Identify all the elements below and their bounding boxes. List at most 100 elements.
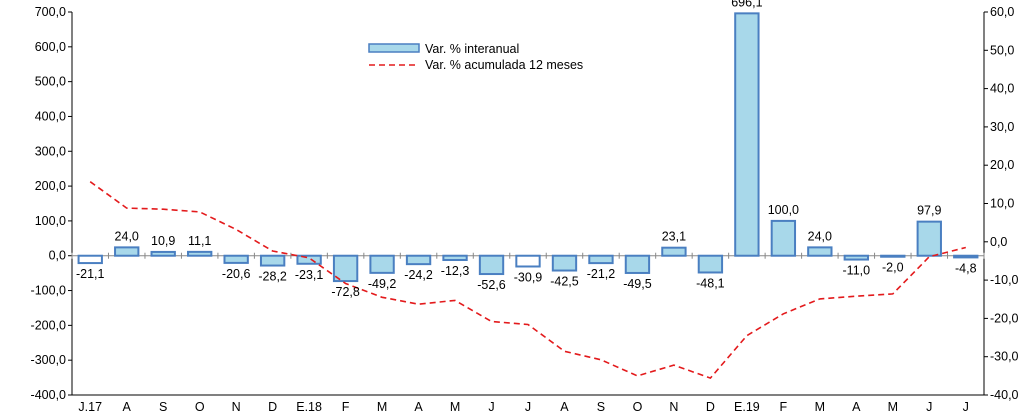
bar-value-label: 23,1: [662, 230, 686, 244]
bar-value-label: -2,0: [882, 260, 904, 274]
x-axis-tick-label: J: [963, 400, 969, 414]
left-axis-tick-label: -400,0: [31, 388, 66, 402]
right-axis-tick-label: -20,0: [990, 311, 1019, 325]
x-axis-tick-label: F: [780, 400, 788, 414]
left-axis-tick-label: 0,0: [49, 249, 66, 263]
bar-value-label: -42,5: [550, 275, 579, 289]
bar: [916, 220, 942, 257]
x-axis-tick-label: J: [926, 400, 932, 414]
bar: [296, 254, 322, 265]
legend: Var. % interanual Var. % acumulada 12 me…: [368, 42, 583, 72]
bar: [953, 254, 979, 259]
bar-value-label: 24,0: [808, 229, 832, 243]
bar: [734, 12, 760, 257]
bar: [697, 254, 724, 274]
x-axis-tick-label: E.19: [734, 400, 760, 414]
left-axis-tick-label: -100,0: [31, 284, 66, 298]
legend-bar-swatch: [368, 43, 420, 53]
x-axis-tick-label: J: [525, 400, 531, 414]
right-axis-tick-label: 40,0: [990, 82, 1014, 96]
right-axis-tick-label: 60,0: [990, 5, 1014, 19]
x-axis-tick-label: A: [852, 400, 861, 414]
left-axis-tick-label: 200,0: [35, 179, 66, 193]
right-axis-tick-label: -10,0: [990, 273, 1019, 287]
x-axis-tick-label: O: [633, 400, 643, 414]
left-axis-tick-label: 100,0: [35, 214, 66, 228]
bar: [551, 254, 578, 272]
bar: [369, 254, 395, 274]
x-axis-tick-label: M: [377, 400, 387, 414]
legend-line-label: Var. % acumulada 12 meses: [425, 58, 583, 72]
x-axis-tick-label: F: [342, 400, 350, 414]
left-axis-tick-label: 300,0: [35, 144, 66, 158]
bar: [515, 254, 541, 268]
x-axis-tick-label: N: [232, 400, 241, 414]
left-axis-tick-label: -200,0: [31, 318, 66, 332]
bar: [259, 254, 286, 267]
bar-value-label: -48,1: [696, 276, 725, 290]
left-axis-tick-label: -300,0: [31, 353, 66, 367]
x-axis-tick-label: A: [414, 400, 423, 414]
bar: [843, 254, 869, 261]
bar: [588, 254, 614, 265]
data-labels: -21,1 24,0 10,9 11,1 -20,6 -28,2 -23,1 -72,8 -49…: [76, 0, 977, 299]
x-axis-tick-label: D: [268, 400, 277, 414]
bar-value-label: -4,8: [955, 261, 977, 275]
x-axis-tick-label: D: [706, 400, 715, 414]
cumulative-line: [89, 181, 966, 380]
x-axis-tick-label: S: [597, 400, 605, 414]
bar-value-label: -30,9: [514, 270, 543, 284]
x-axis-tick-label: J.17: [78, 400, 102, 414]
bar-value-label: -21,1: [76, 267, 105, 281]
x-axis-tick-label: N: [669, 400, 678, 414]
bar-value-label: -49,5: [623, 277, 652, 291]
legend-bar-label: Var. % interanual: [425, 42, 519, 56]
right-axis-tick-label: 50,0: [990, 43, 1014, 57]
bar-value-label: -72,8: [331, 285, 360, 299]
left-axis-tick-label: 700,0: [35, 5, 66, 19]
bar-value-label: -24,2: [404, 268, 433, 282]
right-axis-tick-label: 20,0: [990, 158, 1014, 172]
bar: [661, 246, 687, 257]
bar-value-label: 24,0: [115, 229, 139, 243]
x-axis-tick-label: A: [560, 400, 569, 414]
left-axis-tick-label: 500,0: [35, 75, 66, 89]
bar: [770, 219, 797, 257]
right-axis-tick-label: -40,0: [990, 388, 1019, 402]
bar: [77, 254, 103, 265]
bar: [624, 254, 651, 274]
x-axis-tick-label: M: [450, 400, 460, 414]
left-axis-tick-label: 600,0: [35, 40, 66, 54]
cumulative-line-path: [89, 181, 966, 380]
bar: [405, 254, 432, 266]
bar: [223, 254, 249, 264]
x-axis-tick-label: M: [888, 400, 898, 414]
bar: [478, 254, 505, 276]
right-axis-tick-label: 0,0: [990, 235, 1007, 249]
x-axis-tick-label: O: [195, 400, 205, 414]
bar: [187, 250, 213, 257]
right-axis-tick-label: 30,0: [990, 120, 1014, 134]
bar: [880, 254, 906, 258]
x-axis-tick-label: J: [488, 400, 494, 414]
x-axis-tick-label: A: [123, 400, 132, 414]
bar: [332, 254, 359, 283]
bar: [807, 246, 833, 257]
right-axis-tick-label: 10,0: [990, 197, 1014, 211]
x-axis-tick-label: M: [815, 400, 825, 414]
bar-value-label: 11,1: [188, 234, 211, 248]
right-axis-tick-label: -30,0: [990, 350, 1019, 364]
bar-value-label: 10,9: [151, 234, 175, 248]
bar-value-label: -11,0: [843, 264, 871, 278]
bar-value-label: -28,2: [258, 270, 287, 284]
bar-value-label: 696,1: [731, 0, 762, 9]
x-axis-tick-label: S: [159, 400, 167, 414]
bar: [114, 246, 140, 257]
bars: [77, 12, 979, 283]
left-axis-tick-label: 400,0: [35, 109, 66, 123]
bar-value-label: 97,9: [917, 204, 941, 218]
x-axis-tick-label: E.18: [296, 400, 322, 414]
bar-value-label: -49,2: [368, 277, 397, 291]
